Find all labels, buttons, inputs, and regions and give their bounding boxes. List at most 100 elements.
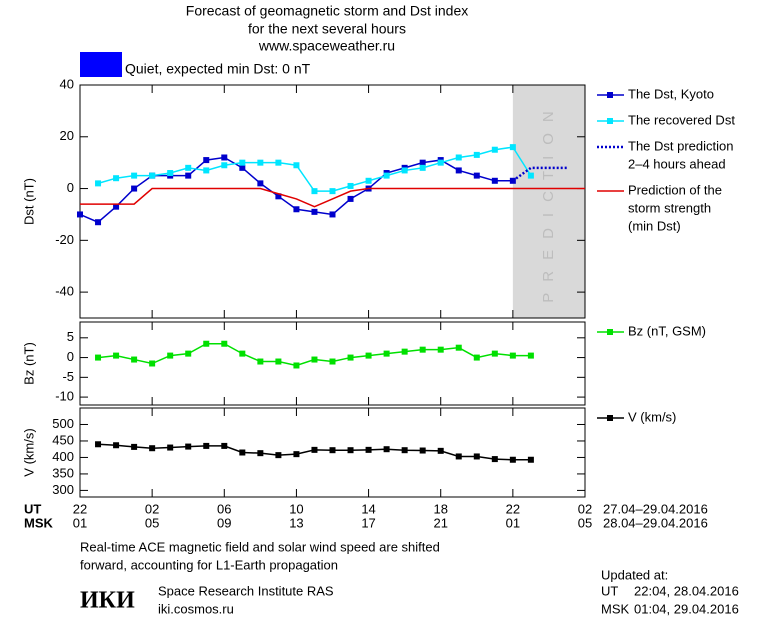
data-point <box>491 177 498 184</box>
data-point <box>437 159 444 166</box>
legend-label: 2–4 hours ahead <box>628 156 726 171</box>
x-tick-label-msk: 09 <box>217 515 231 530</box>
data-point <box>257 358 264 365</box>
data-point <box>509 144 516 151</box>
x-tick-label: 14 <box>361 501 375 516</box>
data-point <box>275 358 282 365</box>
series-line <box>512 166 567 182</box>
updated-ut-label: UT <box>601 583 618 598</box>
data-point <box>113 442 120 449</box>
footer-note: forward, accounting for L1-Earth propaga… <box>80 557 338 572</box>
data-point <box>401 167 408 174</box>
data-point <box>455 344 462 351</box>
data-point <box>473 354 480 361</box>
data-point <box>329 211 336 218</box>
data-point <box>95 441 102 448</box>
site: iki.cosmos.ru <box>158 601 234 616</box>
updated-msk-label: MSK <box>601 601 630 616</box>
data-point <box>509 456 516 463</box>
data-point <box>95 180 102 187</box>
legend-marker <box>607 329 613 335</box>
y-tick-label: 0 <box>67 180 74 195</box>
data-point <box>131 443 138 450</box>
x-axis-label: MSK <box>24 515 54 530</box>
data-point <box>203 442 210 449</box>
data-point <box>239 164 246 171</box>
y-tick-label: 500 <box>52 416 74 431</box>
data-point <box>275 193 282 200</box>
data-point <box>437 447 444 454</box>
legend-label: V (km/s) <box>628 409 676 424</box>
data-point <box>221 442 228 449</box>
data-point <box>347 447 354 454</box>
data-point <box>383 446 390 453</box>
data-point <box>239 350 246 357</box>
data-point <box>419 159 426 166</box>
data-point <box>239 449 246 456</box>
legend-marker <box>607 92 613 98</box>
legend-label: Bz (nT, GSM) <box>628 323 706 338</box>
data-point <box>527 352 534 359</box>
data-point <box>185 172 192 179</box>
prediction-label: PREDICTION <box>540 100 557 303</box>
data-point <box>311 446 318 453</box>
y-axis-label: Dst (nT) <box>21 178 36 225</box>
data-point <box>383 350 390 357</box>
data-point <box>167 444 174 451</box>
x-tick-label-msk: 01 <box>73 515 87 530</box>
data-point <box>275 452 282 459</box>
data-point <box>185 443 192 450</box>
data-point <box>185 350 192 357</box>
y-tick-label: 0 <box>67 349 74 364</box>
legend-marker <box>607 415 613 421</box>
data-point <box>275 159 282 166</box>
data-point <box>455 167 462 174</box>
plot-frame <box>79 321 586 406</box>
data-point <box>167 352 174 359</box>
y-tick-label: 450 <box>52 432 74 447</box>
legend-label: The Dst prediction <box>628 138 734 153</box>
institute: Space Research Institute RAS <box>158 583 334 598</box>
data-point <box>293 206 300 213</box>
data-point <box>455 154 462 161</box>
x-tick-label-msk: 05 <box>578 515 592 530</box>
data-point <box>221 154 228 161</box>
legend-label: The recovered Dst <box>628 112 735 127</box>
data-point <box>419 164 426 171</box>
data-point <box>473 151 480 158</box>
data-point <box>491 350 498 357</box>
data-point <box>77 211 83 218</box>
data-point <box>95 354 102 361</box>
x-tick-label: 02 <box>145 501 159 516</box>
data-point <box>113 175 120 182</box>
data-point <box>185 164 192 171</box>
title-line: for the next several hours <box>248 21 406 37</box>
data-point <box>347 195 354 202</box>
y-tick-label: 20 <box>60 128 74 143</box>
legend-label: (min Dst) <box>628 218 681 233</box>
title-line: www.spaceweather.ru <box>258 38 395 54</box>
data-point <box>131 185 138 192</box>
footer-note: Real-time ACE magnetic field and solar w… <box>80 539 440 554</box>
legend-label: Prediction of the <box>628 182 722 197</box>
data-point <box>401 447 408 454</box>
x-tick-label-msk: 01 <box>506 515 520 530</box>
x-tick-label: 06 <box>217 501 231 516</box>
data-point <box>329 188 336 195</box>
plot-frame <box>79 84 586 319</box>
x-tick-label-msk: 21 <box>433 515 447 530</box>
x-tick-label: 22 <box>73 501 87 516</box>
data-point <box>473 172 480 179</box>
updated-ut: 22:04, 28.04.2016 <box>634 583 739 598</box>
data-point <box>167 170 174 177</box>
data-point <box>527 172 534 179</box>
data-point <box>437 346 444 353</box>
data-point <box>365 352 372 359</box>
data-point <box>473 453 480 460</box>
data-point <box>419 447 426 454</box>
data-point <box>401 348 408 355</box>
data-point <box>455 453 462 460</box>
updated-msk: 01:04, 29.04.2016 <box>634 601 739 616</box>
x-tick-label: 18 <box>433 501 447 516</box>
